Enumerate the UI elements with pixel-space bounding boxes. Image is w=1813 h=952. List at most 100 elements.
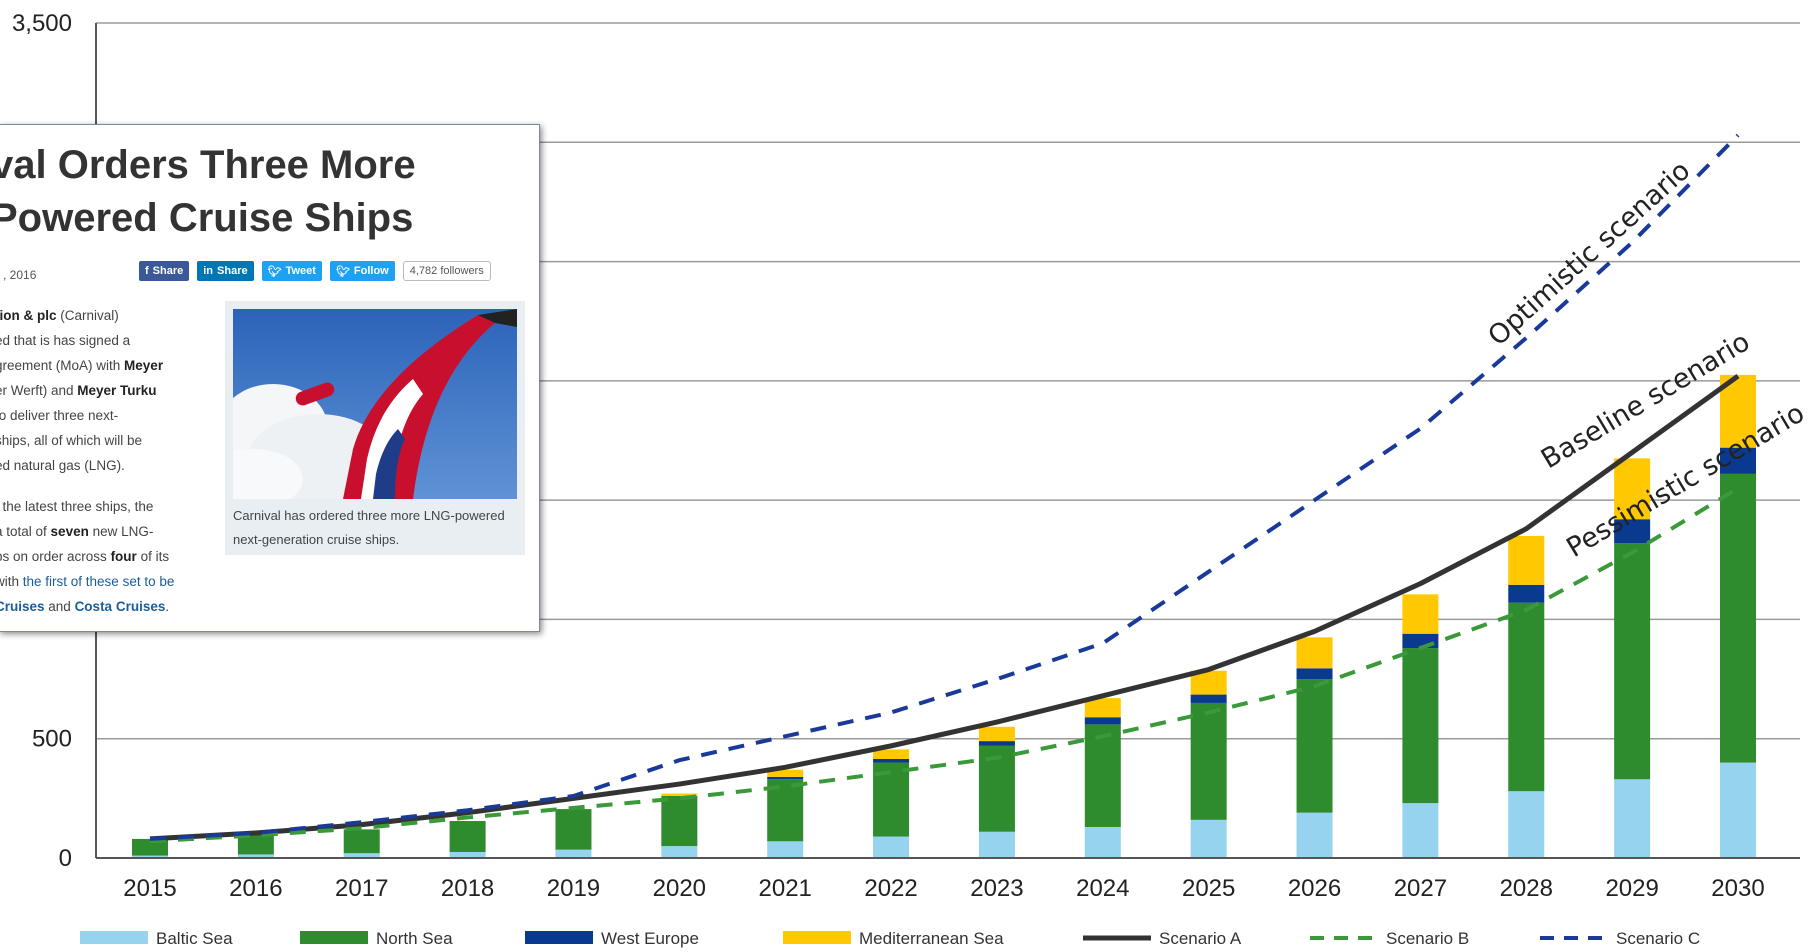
x-tick-label: 2030	[1711, 875, 1764, 902]
x-tick-label: 2028	[1500, 875, 1553, 902]
bar-segment	[1296, 637, 1333, 669]
bar-segment	[343, 829, 380, 854]
scenario-annotation: Optimistic scenario	[1482, 155, 1696, 352]
bar-segment	[661, 795, 698, 847]
legend-label: Scenario C	[1616, 929, 1700, 948]
legend-swatch	[300, 931, 368, 944]
bar-segment	[873, 749, 910, 759]
article-paragraph-2: f the latest three ships, the a total of…	[0, 494, 195, 619]
bar-segment	[132, 855, 168, 858]
legend-label: Baltic Sea	[156, 929, 233, 948]
x-tick-label: 2015	[123, 875, 176, 902]
x-axis-tick-labels: 2015 2016 2017 2018 2019 2020 2021 2022 2023 2024…	[123, 875, 1764, 902]
follow-label: Follow	[353, 265, 389, 277]
tweet-button[interactable]: 🐦︎ Tweet	[261, 261, 322, 281]
bar-segment	[767, 841, 804, 858]
bar-segment	[661, 846, 698, 858]
text-span: to deliver three next-	[0, 408, 119, 423]
linkedin-icon: in	[203, 265, 214, 277]
legend-label: Mediterranean Sea	[859, 929, 1004, 948]
bar-segment	[1614, 458, 1651, 520]
followers-count: 4,782 followers	[402, 261, 491, 281]
bar-segment	[1296, 679, 1333, 813]
article-body: tion & plc (Carnival) ed that is has sig…	[0, 303, 195, 631]
bar-segment	[1084, 724, 1121, 827]
x-tick-label: 2027	[1394, 875, 1447, 902]
bar-segment	[1296, 668, 1333, 680]
legend-swatch	[783, 931, 851, 944]
x-tick-label: 2016	[229, 875, 282, 902]
series-line	[149, 374, 1740, 842]
bar-segment	[1402, 648, 1439, 804]
bar-segment	[1720, 762, 1756, 858]
x-tick-label: 2022	[864, 875, 917, 902]
linkedin-share-label: Share	[217, 265, 248, 277]
follow-button[interactable]: 🐦︎ Follow	[329, 261, 395, 281]
text-span: ed that is has signed a	[0, 333, 131, 348]
bar-segment	[1402, 803, 1439, 858]
bar-segment	[1190, 670, 1227, 695]
social-buttons: f Share in Share 🐦︎ Tweet 🐦︎ Follow 4,78…	[139, 261, 491, 281]
bar-segment	[1614, 519, 1651, 544]
bar-segment	[978, 726, 1015, 742]
bar-segment	[1614, 543, 1651, 780]
bar-segment	[873, 836, 910, 858]
legend-label: North Sea	[376, 929, 453, 948]
tweet-label: Tweet	[285, 265, 316, 277]
article-date: , 2016	[3, 268, 37, 282]
legend-label: Scenario A	[1159, 929, 1242, 948]
y-axis-tick-labels: 3,500 500 0	[12, 10, 72, 872]
text-span: seven	[50, 524, 89, 539]
y-tick-label: 0	[59, 845, 72, 872]
scenario-lines	[149, 133, 1740, 844]
text-span: new LNG-	[88, 524, 154, 539]
bar-segment	[1190, 819, 1227, 858]
text-span: with	[0, 574, 20, 589]
x-tick-label: 2029	[1605, 875, 1658, 902]
bar-segment	[1084, 717, 1121, 725]
bar-segment	[237, 854, 274, 858]
bar-segment	[1508, 535, 1545, 585]
bar-segment	[555, 809, 592, 850]
bar-segment	[1084, 698, 1121, 718]
bar-segment	[132, 838, 168, 856]
series-line	[149, 486, 1740, 844]
x-tick-label: 2017	[335, 875, 388, 902]
bar-segment	[873, 758, 910, 763]
x-tick-label: 2025	[1182, 875, 1235, 902]
text-span: .	[165, 599, 170, 614]
text-span: Meyer Turku	[77, 383, 157, 398]
text-span: four	[110, 549, 137, 564]
ship-funnel-photo	[233, 309, 517, 499]
text-span: ships, all of which will be	[0, 433, 143, 448]
twitter-bird-icon: 🐦︎	[335, 265, 350, 278]
y-tick-label: 500	[32, 726, 72, 753]
text-span: of its	[136, 549, 170, 564]
bar-segment	[1614, 779, 1651, 858]
article-photo-box: Carnival has ordered three more LNG-powe…	[225, 301, 525, 555]
text-span: tion & plc	[0, 308, 57, 323]
bar-segment	[1720, 447, 1756, 474]
y-tick-label: 3,500	[12, 10, 72, 37]
legend-label: West Europe	[601, 929, 699, 948]
bar-segment	[237, 834, 274, 855]
text-span: and	[44, 599, 75, 614]
legend-label: Scenario B	[1386, 929, 1469, 948]
facebook-icon: f	[145, 265, 149, 277]
bar-segment	[1720, 473, 1756, 763]
photo-caption: Carnival has ordered three more LNG-powe…	[233, 508, 505, 547]
series-line	[149, 133, 1740, 841]
text-span: a total of	[0, 524, 51, 539]
costa-cruises-link[interactable]: Costa Cruises	[74, 599, 166, 614]
text-span: Meyer	[124, 358, 164, 373]
cruise-line-link[interactable]: Cruises	[0, 599, 45, 614]
text-span: f the latest three ships, the	[0, 499, 154, 514]
bar-segment	[1508, 584, 1545, 603]
bar-segment	[978, 745, 1015, 832]
facebook-share-button[interactable]: f Share	[139, 261, 190, 281]
bars	[132, 374, 1756, 858]
ship-funnel-image	[233, 309, 517, 499]
article-link[interactable]: the first of these set to be	[22, 574, 175, 589]
linkedin-share-button[interactable]: in Share	[197, 261, 254, 281]
